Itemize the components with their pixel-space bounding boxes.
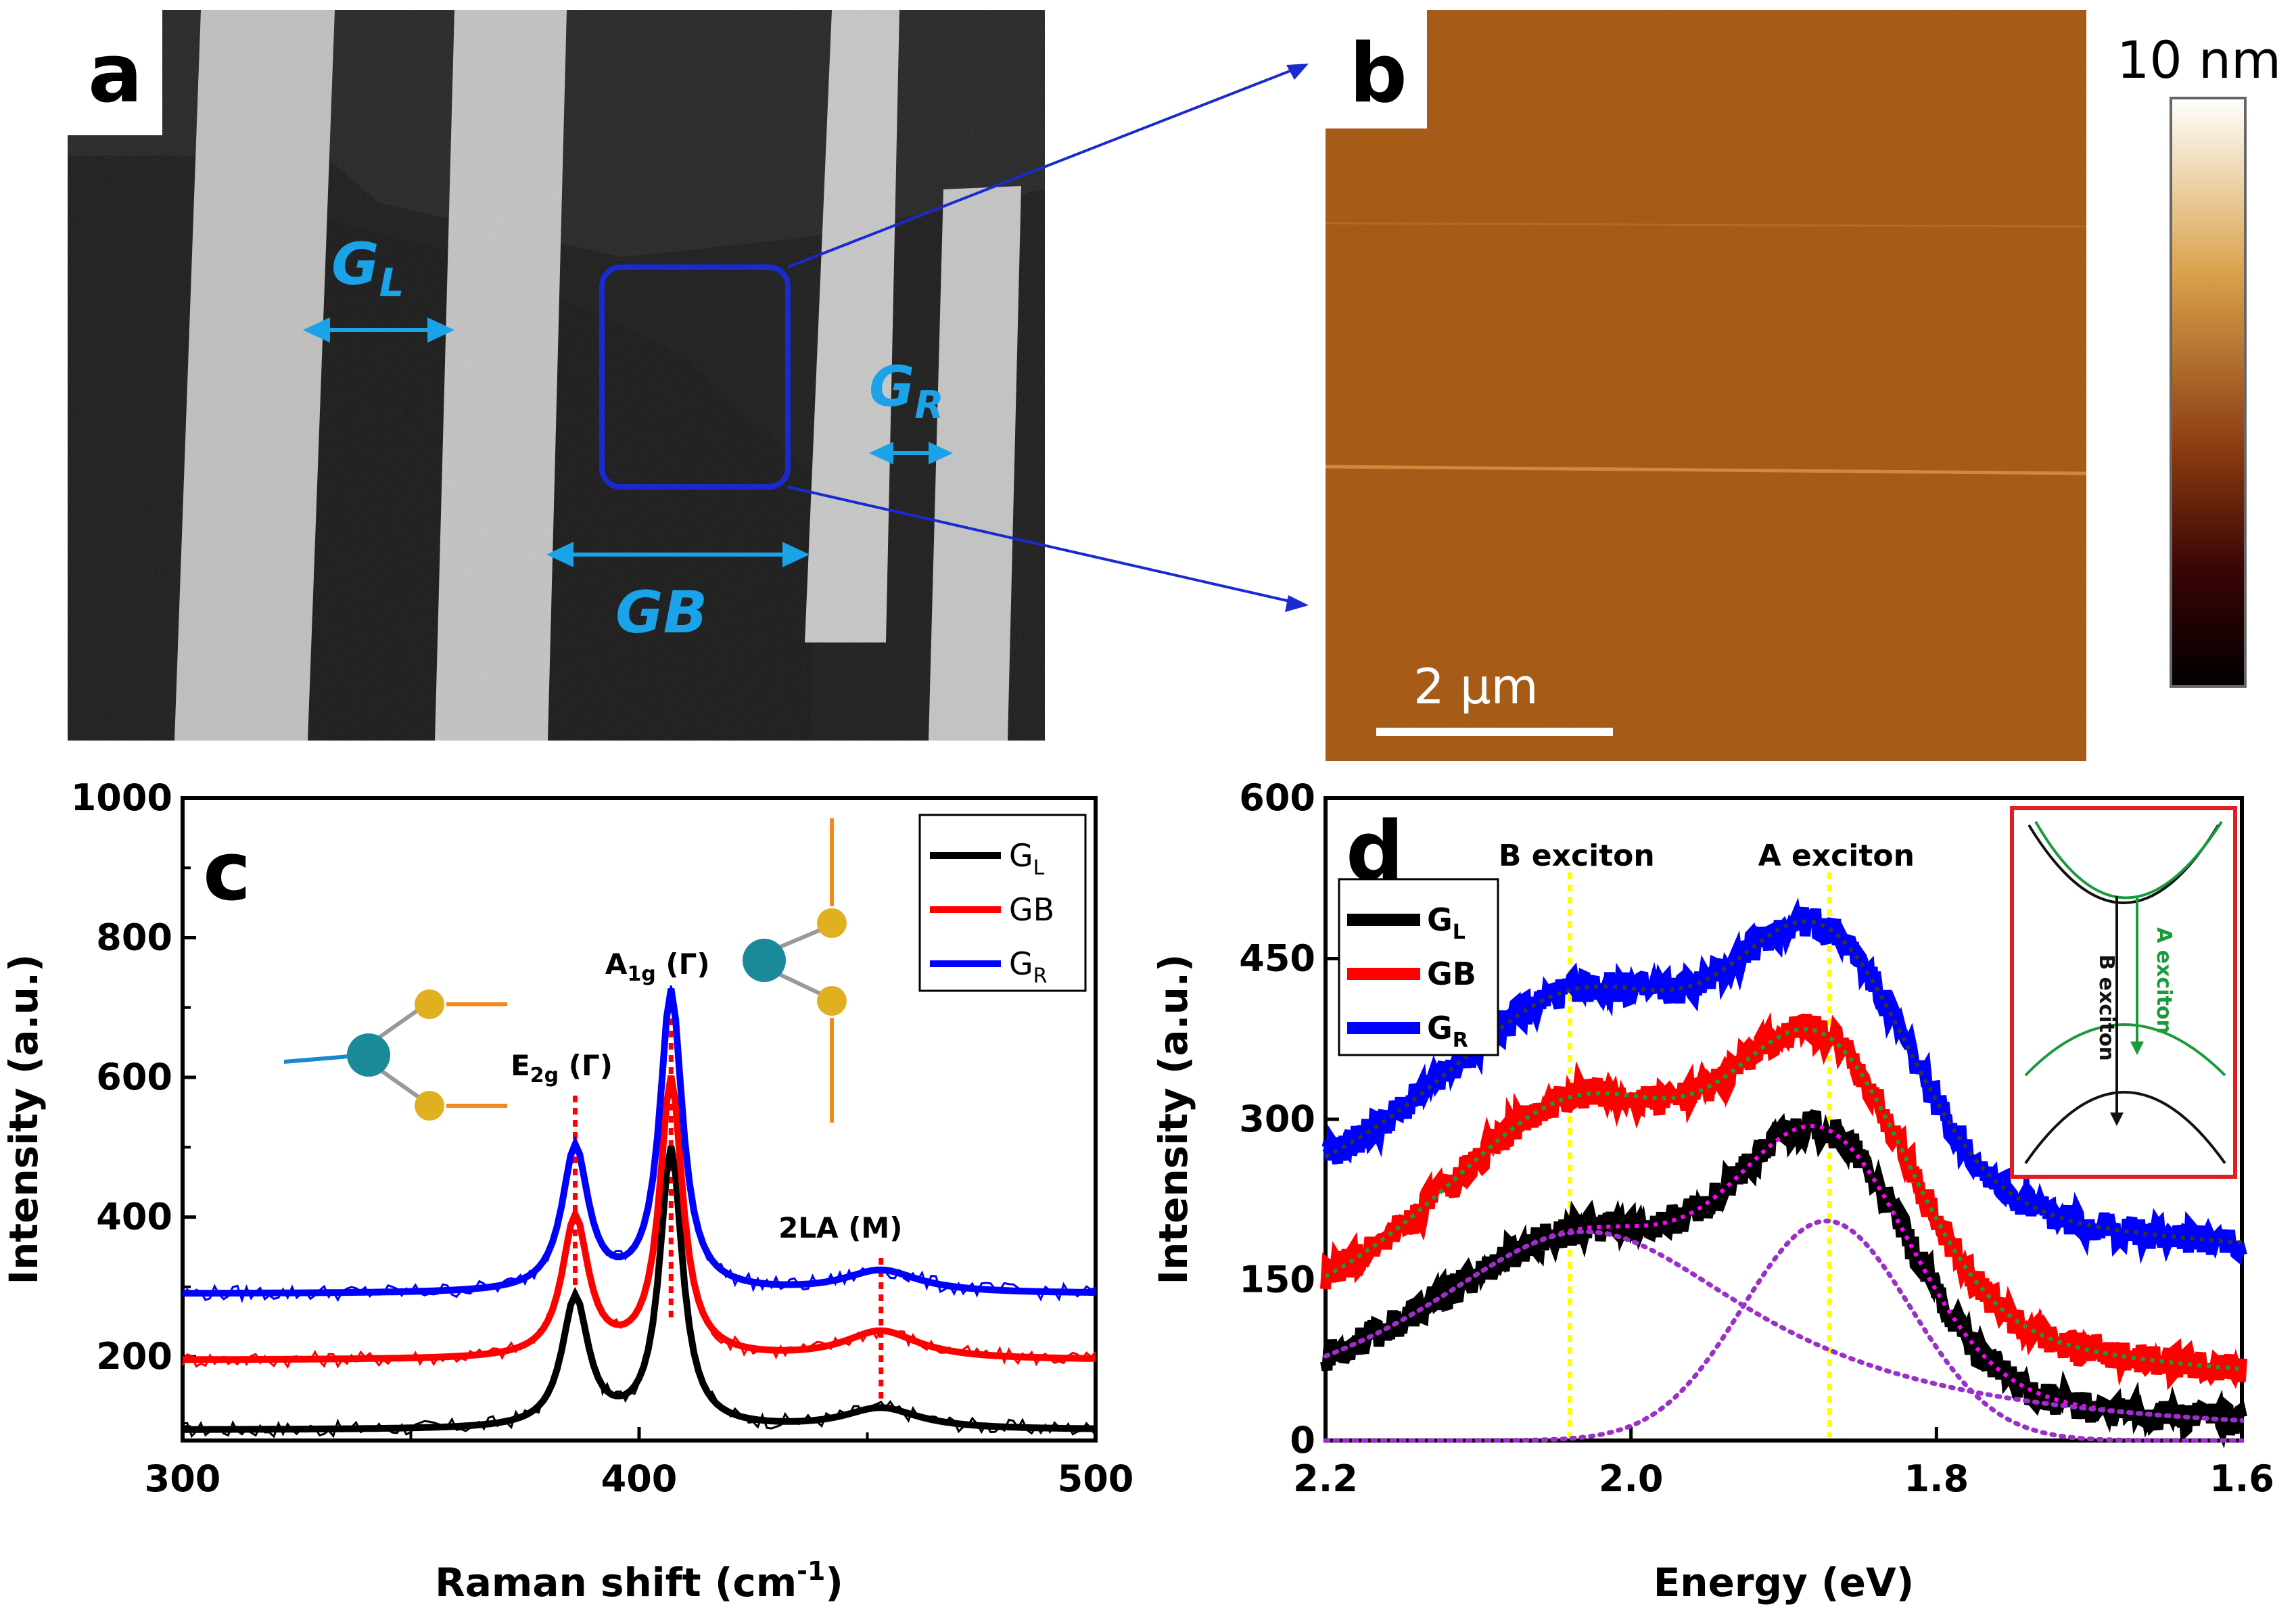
panel-a-sem-image: a GL GB GR [0, 0, 1055, 744]
panel-c-label: c [203, 825, 251, 919]
colorbar-max-label: 10 nm [2117, 30, 2281, 90]
peak-annotation: 2LA (M) [778, 1211, 902, 1244]
inset-box [2010, 806, 2237, 1179]
vb-lower [2024, 1091, 2226, 1165]
s-atom [415, 1091, 444, 1121]
panel-a-label-box [68, 10, 162, 135]
b-exciton-component [1323, 1229, 2245, 1423]
y-tick-label: 450 [1239, 937, 1315, 980]
y-tick-label: 200 [96, 1335, 172, 1378]
a-exciton-component [1323, 1218, 2245, 1443]
x-tick-label: 400 [601, 1457, 678, 1500]
a-transition-head [2130, 1041, 2144, 1055]
series-raw-gb [1320, 1012, 2247, 1390]
panel-d-pl-chart: 2.2 2.0 1.8 1.6 0 150 300 450 600 Energy (eV) Inte… [1150, 776, 2274, 1606]
afm-scalebar-label: 2 µm [1413, 658, 1539, 715]
gr-label: GR [869, 355, 943, 427]
series-fit-gl [183, 1146, 1096, 1433]
y-tick-label: 400 [96, 1196, 172, 1238]
panel-a-label: a [88, 27, 143, 121]
peak-annotation: E2g (Γ) [511, 1049, 613, 1087]
gl-label: GL [331, 231, 404, 306]
inset-a-label: A exciton [2152, 927, 2176, 1034]
b-transition-head [2110, 1113, 2124, 1126]
x-axis-label: Energy (eV) [1654, 1560, 1915, 1606]
gb-arrow [546, 542, 810, 567]
legend-label: GB [1009, 891, 1054, 928]
zoom-region-box [599, 264, 791, 490]
y-tick-label: 800 [96, 916, 172, 959]
mo-atom [347, 1033, 390, 1077]
x-tick-label: 1.8 [1904, 1457, 1969, 1500]
zoom-connector-lines [787, 64, 1309, 612]
y-axis-label: Intensity (a.u.) [1150, 954, 1196, 1285]
x-tick-label: 2.0 [1599, 1457, 1664, 1500]
panel-c-raman-chart: 300 400 500 200 400 600 800 1000 Raman shift (cm… [1, 776, 1134, 1606]
y-tick-label: 300 [1239, 1098, 1315, 1140]
y-tick-label: 0 [1290, 1419, 1315, 1461]
panel-b-label: b [1349, 27, 1407, 121]
y-axis-label: Intensity (a.u.) [1, 954, 47, 1285]
y-tick-label: 150 [1239, 1259, 1315, 1301]
band-diagram-inset: B exciton A exciton [2010, 806, 2237, 1179]
inset-b-label: B exciton [2094, 954, 2118, 1060]
series-fit-gb [183, 1075, 1096, 1363]
y-tick-label: 600 [96, 1056, 172, 1098]
legend-label-sub: R [1033, 964, 1048, 988]
x-axis-label: Raman shift (cm-1) [435, 1556, 843, 1606]
a1g-molecule-diagram [743, 818, 847, 1123]
afm-wrinkle [1326, 465, 2087, 475]
panel-b-afm-image: b 2 µm 10 nm [1326, 10, 2281, 761]
peak-annotation-sub: 1g [627, 962, 655, 986]
series-fit-gr [183, 988, 1096, 1297]
mo-atom [743, 939, 786, 982]
peak-annotation-tail: (Γ) [656, 947, 710, 981]
s-atom [415, 989, 444, 1019]
exciton-annotation: B exciton [1499, 839, 1655, 873]
x-tick-label: 2.2 [1293, 1457, 1358, 1500]
peak-annotation-sub: 2g [530, 1064, 559, 1087]
y-tick-label: 600 [1239, 776, 1315, 819]
peak-annotation: A1g (Γ) [605, 947, 710, 986]
afm-colorbar [2170, 97, 2247, 688]
legend-label-sub: L [1033, 856, 1045, 880]
panel-b-label-box [1326, 10, 1427, 128]
series-raw-gb [181, 1077, 1097, 1369]
exciton-annotation: A exciton [1758, 839, 1915, 873]
x-tick-label: 300 [145, 1457, 221, 1500]
gr-arrow [868, 442, 954, 465]
legend-label-sub: R [1453, 1029, 1468, 1052]
cb-upper [2034, 820, 2223, 899]
x-axis-label-end: ) [825, 1560, 843, 1606]
x-tick-label: 1.6 [2209, 1457, 2274, 1500]
vb-upper [2024, 1023, 2226, 1077]
legend-label-sub: L [1453, 920, 1466, 944]
x-tick-label: 500 [1058, 1457, 1134, 1500]
gb-label: GB [615, 579, 707, 647]
series-raw-gr [181, 985, 1096, 1304]
s-atom [817, 986, 847, 1016]
legend-label: GB [1427, 956, 1476, 992]
gl-arrow [302, 317, 455, 343]
y-tick-label: 1000 [71, 776, 172, 819]
peak-annotation-tail: (Γ) [559, 1049, 613, 1082]
e2g-molecule-diagram [283, 989, 507, 1121]
series-fit-gr [1324, 919, 2243, 1245]
s-atom [817, 908, 847, 938]
x-axis-label-sup: -1 [797, 1556, 825, 1586]
